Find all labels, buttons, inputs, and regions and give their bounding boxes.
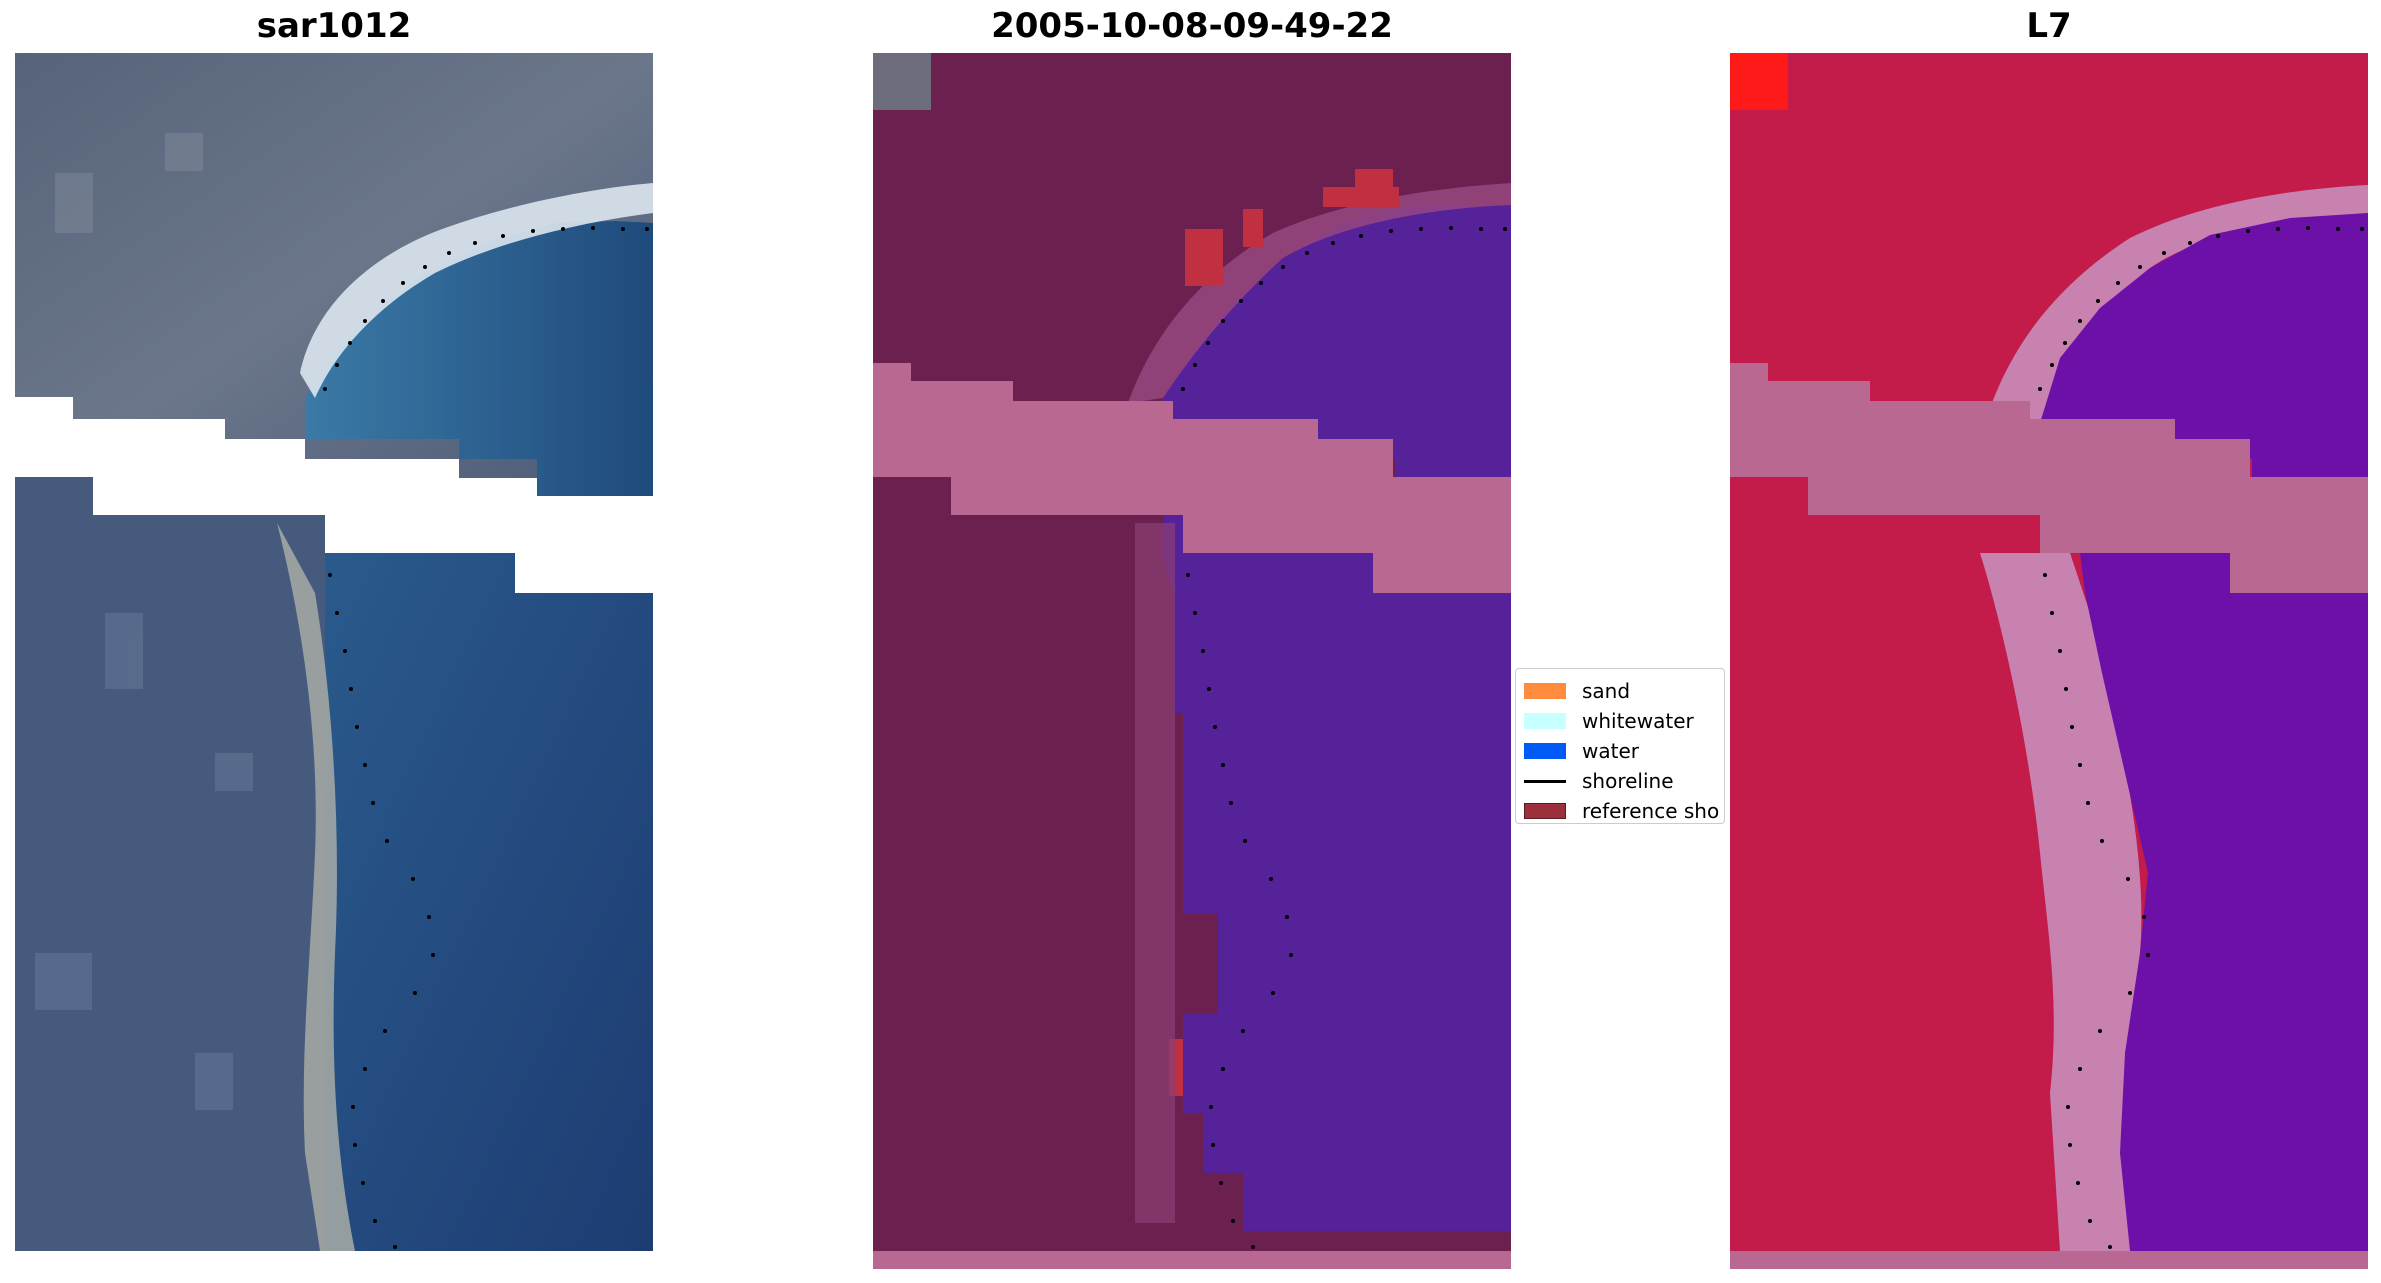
rgb-land-bottom [15, 477, 325, 1251]
legend-swatch-reference-shoreline [1524, 803, 1566, 819]
swir-nodata-bottom [1730, 1251, 2368, 1269]
panel-title-swir: L7 [2026, 6, 2072, 46]
swir-beach-bottom [1980, 553, 2150, 1251]
rgb-water-top [305, 221, 653, 496]
panel-title-rgb: sar1012 [256, 6, 412, 46]
rgb-image-panel [15, 53, 653, 1251]
rgb-shoreline-top [323, 226, 649, 391]
classified-nodata-bottom [873, 1251, 1511, 1269]
rgb-pixel-texture [35, 133, 253, 1110]
swir-top-left-red [1730, 53, 1788, 110]
classified-shoreline-bottom [1186, 573, 1293, 1249]
rgb-shoreline-bottom [328, 573, 435, 1249]
classified-transition-bottom [1135, 523, 1175, 1223]
legend-line-shoreline [1524, 779, 1566, 783]
classified-water-bottom [1163, 515, 1511, 1231]
rgb-water-bottom [325, 553, 653, 1251]
swir-nodata-band [1730, 363, 2368, 593]
classified-nodata-band [873, 363, 1511, 593]
panel-title-classified: 2005-10-08-09-49-22 [991, 6, 1393, 46]
rgb-whitewater-arc [300, 183, 653, 398]
legend-label-reference-shoreline: reference sho [1582, 799, 1720, 823]
swir-water-bottom [2080, 553, 2368, 1251]
swir-beach-top [1985, 185, 2368, 423]
legend-swatch-sand [1524, 683, 1566, 699]
legend-item-sand: sand [1524, 677, 1630, 705]
legend-label-sand: sand [1582, 679, 1631, 703]
legend-label-water: water [1582, 739, 1639, 763]
legend-item-reference-shoreline: reference sho [1524, 797, 1720, 823]
legend-label-shoreline: shoreline [1582, 769, 1674, 793]
swir-shoreline-top [2038, 226, 2364, 391]
legend-label-whitewater: whitewater [1582, 709, 1694, 733]
legend-swatch-water [1524, 743, 1566, 759]
legend-swatch-whitewater [1524, 713, 1566, 729]
legend-item-shoreline: shoreline [1524, 767, 1674, 795]
legend-item-whitewater: whitewater [1524, 707, 1694, 735]
classified-shoreline-top [1181, 226, 1507, 391]
classified-image-panel [873, 53, 1511, 1269]
classified-top-left-gray [873, 53, 931, 110]
legend-item-water: water [1524, 737, 1639, 765]
swir-shoreline-bottom [2043, 573, 2150, 1249]
swir-image-panel [1730, 53, 2368, 1269]
classified-transition-top [1128, 183, 1511, 403]
rgb-beach-strip [277, 523, 355, 1251]
legend: sand whitewater water shoreline referenc… [1515, 668, 1725, 824]
